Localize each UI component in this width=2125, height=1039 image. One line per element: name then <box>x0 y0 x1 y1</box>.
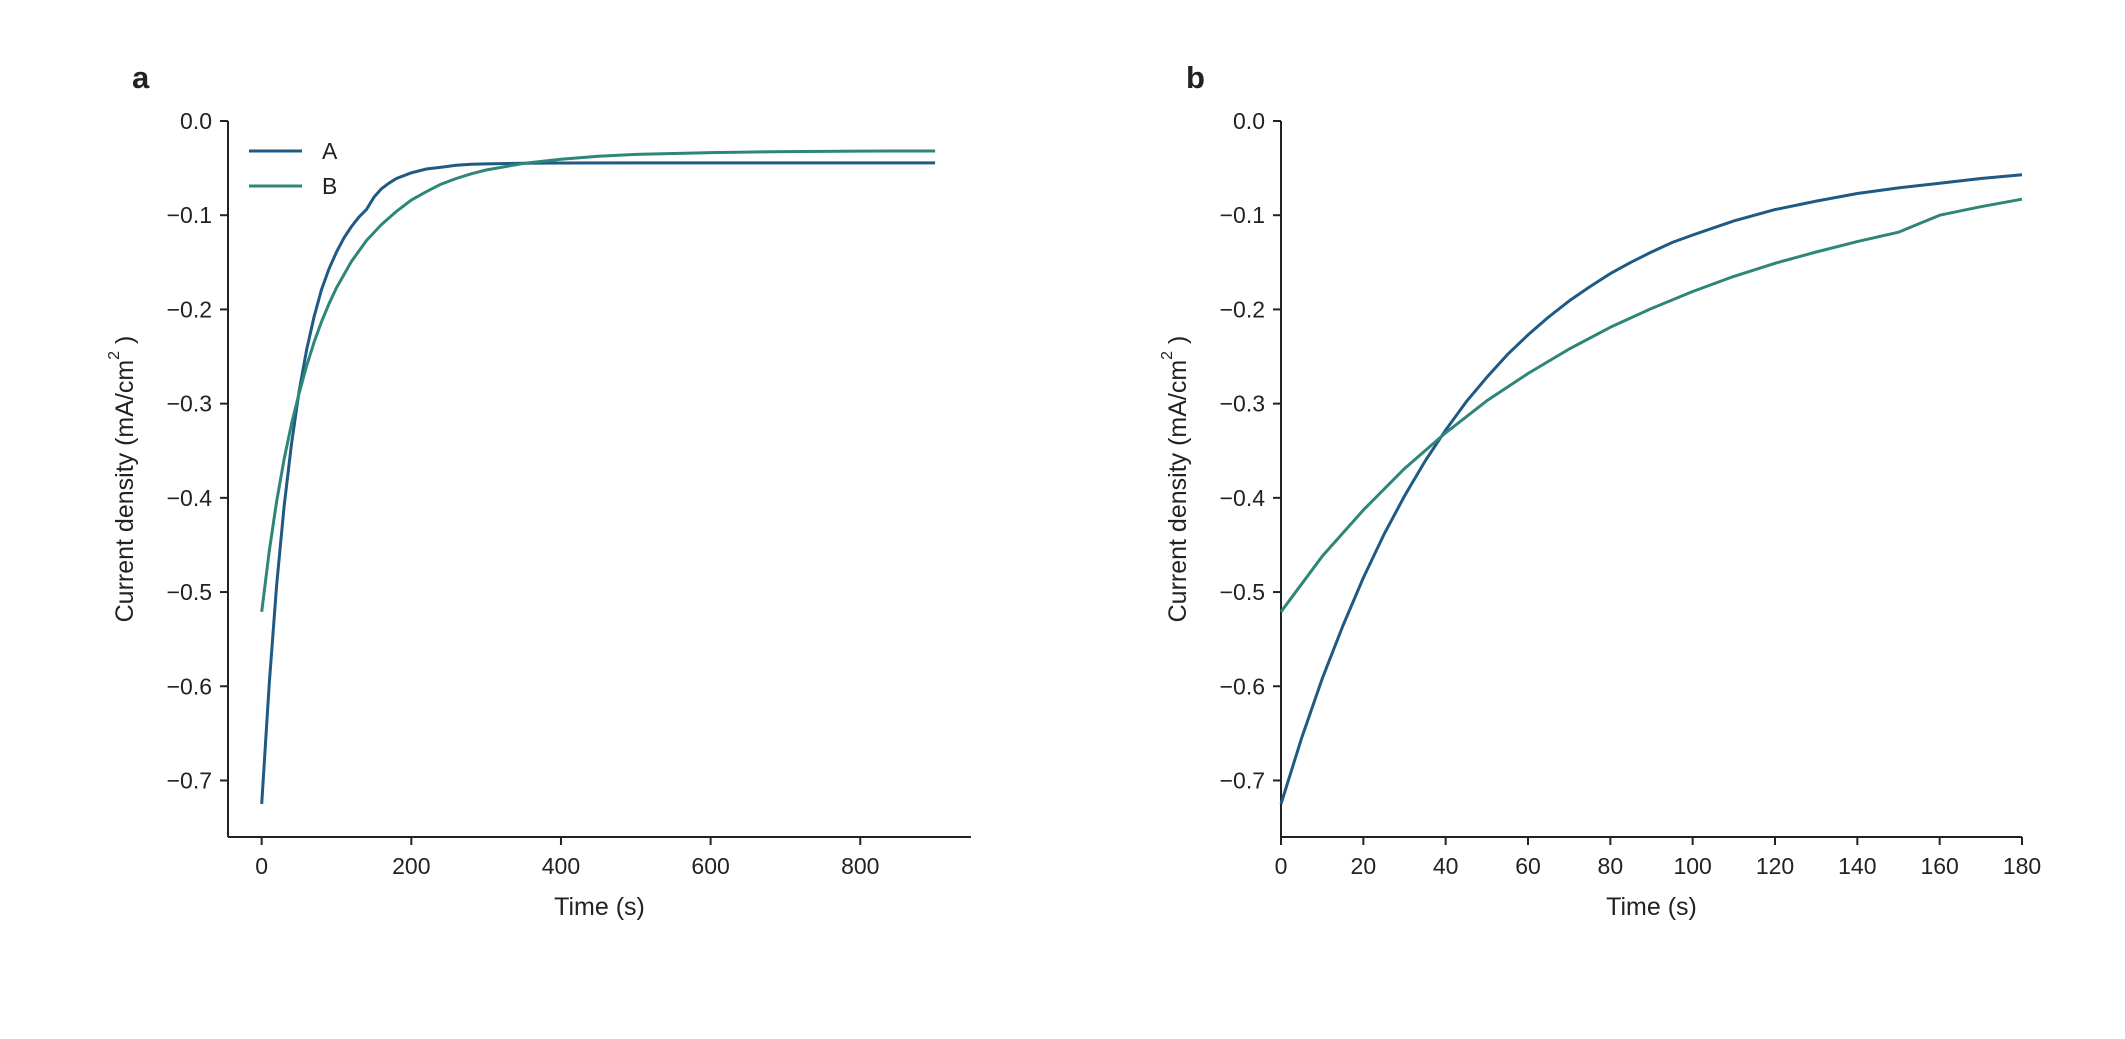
y-tick-label: −0.2 <box>1220 296 1265 322</box>
x-tick-label: 200 <box>392 853 430 879</box>
x-tick-label: 800 <box>841 853 879 879</box>
y-tick-label: −0.6 <box>167 673 212 699</box>
x-tick-label: 160 <box>1920 853 1958 879</box>
legend-label-B: B <box>322 173 337 199</box>
x-tick-label: 140 <box>1838 853 1876 879</box>
x-tick-label: 120 <box>1756 853 1794 879</box>
y-tick-label: 0.0 <box>180 108 212 134</box>
x-axis-label: Time (s) <box>554 893 645 921</box>
x-tick-label: 600 <box>691 853 729 879</box>
x-tick-label: 60 <box>1515 853 1541 879</box>
x-tick-label: 400 <box>542 853 580 879</box>
x-tick-label: 0 <box>1275 853 1288 879</box>
y-axis-label: Current density (mA/cm2 ) <box>106 336 139 623</box>
chart-panel-a: a 0.0 −0.1 −0.2 −0.3 −0.4 −0.5 −0.6 −0.7 0 200 400 6… <box>106 60 971 921</box>
y-tick-label: 0.0 <box>1233 108 1265 134</box>
y-tick-label: −0.4 <box>1220 485 1266 511</box>
x-tick-label: 80 <box>1598 853 1624 879</box>
chart-panel-b: b 0.0 −0.1 −0.2 −0.3 −0.4 −0.5 −0.6 −0.7 0 20 40 60 8… <box>1159 60 2041 921</box>
series-line-B <box>260 149 936 612</box>
y-tick-label: −0.1 <box>167 202 212 228</box>
y-tick-label: −0.5 <box>167 579 212 605</box>
series-line-A <box>260 161 936 805</box>
x-axis-label: Time (s) <box>1606 893 1697 921</box>
y-tick-label: −0.1 <box>1220 202 1265 228</box>
y-tick-label: −0.2 <box>167 296 212 322</box>
y-tick-label: −0.5 <box>1220 579 1265 605</box>
panel-label: a <box>132 60 150 95</box>
y-tick-label: −0.7 <box>1220 767 1265 793</box>
panel-label: b <box>1186 60 1205 95</box>
y-tick-label: −0.3 <box>1220 391 1265 417</box>
y-axis-label: Current density (mA/cm2 ) <box>1159 336 1192 623</box>
series-line-B <box>1279 197 2023 613</box>
y-tick-label: −0.3 <box>167 391 212 417</box>
legend-label-A: A <box>322 138 338 164</box>
y-tick-label: −0.7 <box>167 767 212 793</box>
x-tick-label: 100 <box>1673 853 1711 879</box>
series-line-A <box>1279 173 2023 805</box>
x-tick-label: 0 <box>255 853 268 879</box>
x-tick-label: 180 <box>2003 853 2041 879</box>
x-tick-label: 40 <box>1433 853 1459 879</box>
y-tick-label: −0.6 <box>1220 673 1265 699</box>
x-tick-label: 20 <box>1351 853 1377 879</box>
y-tick-label: −0.4 <box>167 485 213 511</box>
